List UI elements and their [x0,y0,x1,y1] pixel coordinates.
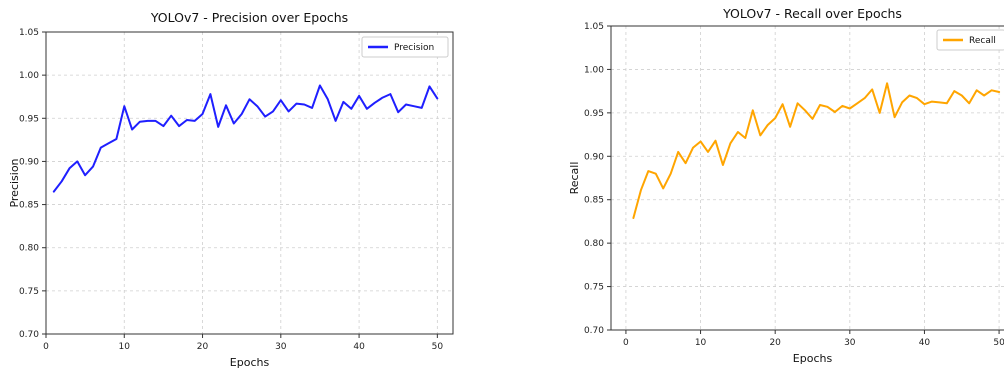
x-tick-label: 40 [919,338,931,348]
y-tick-label: 0.75 [584,283,604,293]
y-tick-label: 1.00 [584,65,604,75]
y-tick-label: 0.80 [584,239,604,249]
series-line-recall [632,82,1001,219]
x-tick-label: 30 [275,342,287,352]
y-tick-label: 1.05 [584,22,604,32]
legend-label: Precision [394,43,434,53]
precision-chart: 0.70 0.75 0.80 0.85 0.90 0.95 1.00 1.05 0 10 20 30 4… [8,10,454,369]
legend-label: Recall [969,36,996,46]
y-tick-label: 0.85 [19,201,39,211]
y-tick-label: 0.90 [584,152,604,162]
x-tick-label: 20 [769,338,781,348]
legend-box [361,36,449,58]
y-tick-label: 1.05 [19,28,39,38]
legend-box [936,29,1004,51]
x-tick-label: 30 [844,338,856,348]
y-tick-label: 0.85 [584,196,604,206]
y-tick-label: 0.80 [19,244,39,254]
series-line-precision [52,84,439,193]
x-tick-label: 20 [197,342,209,352]
y-tick-label: 0.95 [584,109,604,119]
x-tick-label: 0 [43,342,49,352]
x-axis-label: Epochs [230,356,270,369]
plot-area [45,31,454,335]
y-tick-label: 0.70 [584,326,604,336]
x-tick-label: 50 [432,342,444,352]
y-tick-label: 0.75 [19,287,39,297]
y-tick-label: 0.70 [19,330,39,340]
x-tick-label: 40 [353,342,365,352]
x-tick-label: 50 [993,338,1004,348]
y-tick-label: 0.95 [19,114,39,124]
x-axis-label: Epochs [793,352,833,365]
x-tick-label: 10 [695,338,707,348]
x-tick-label: 10 [119,342,131,352]
y-axis-label: Recall [568,162,581,195]
y-axis-label: Precision [8,158,21,207]
y-tick-label: 0.90 [19,157,39,167]
x-tick-label: 0 [623,338,629,348]
y-tick-label: 1.00 [19,71,39,81]
recall-chart: 0.70 0.75 0.80 0.85 0.90 0.95 1.00 1.05 0 10 20 30 4… [568,6,1004,365]
chart-title: YOLOv7 - Recall over Epochs [722,6,902,21]
chart-title: YOLOv7 - Precision over Epochs [150,10,348,25]
plot-area [610,25,1004,331]
